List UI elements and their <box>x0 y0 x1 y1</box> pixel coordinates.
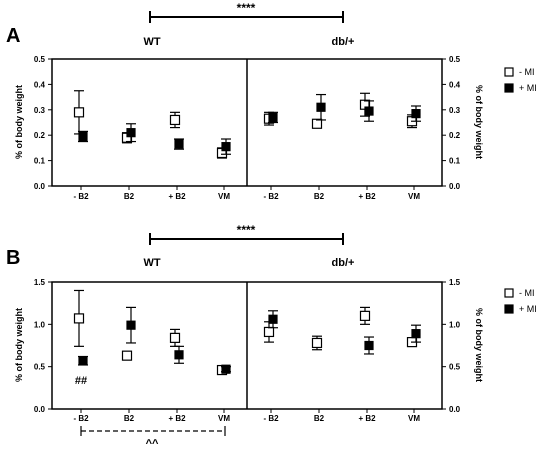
panel-b-point-plus-mi <box>78 356 88 366</box>
panel-b-point-minus-mi <box>73 313 85 324</box>
panel-b-letter: B <box>6 247 20 269</box>
panel-b-category-label: - B2 <box>73 414 89 423</box>
panel-b-category-label: B2 <box>124 414 135 423</box>
panel-a-category-label: VM <box>408 192 420 201</box>
panel-b-ytick-label-left: 1.0 <box>34 320 46 329</box>
panel-b-point-minus-mi <box>359 310 371 321</box>
panel-b-ytick-label-left: 1.5 <box>34 278 46 287</box>
panel-a-point-plus-mi <box>364 106 374 116</box>
panel-a-group-label-wt: WT <box>143 36 160 48</box>
panel-b-point-plus-mi <box>126 320 136 330</box>
panel-b-point-minus-mi <box>311 337 323 349</box>
panel-a-point-plus-mi <box>221 142 231 152</box>
panel-b-point-plus-mi <box>174 350 184 360</box>
panel-b-category-label: - B2 <box>263 414 279 423</box>
panel-a-ytick-label-right: 0.5 <box>449 55 461 64</box>
panel-a-point-plus-mi <box>174 139 184 149</box>
panel-b-ytick-label-left: 0.5 <box>34 363 46 372</box>
panel-a-legend-marker-minus-mi <box>504 67 514 77</box>
panel-b-point-plus-mi <box>268 314 278 324</box>
panel-a-ylabel-left: % of body weight <box>14 85 24 159</box>
panel-a-ytick-label-left: 0.0 <box>34 182 46 191</box>
panel-b-legend-marker-plus-mi <box>504 304 514 314</box>
panel-b-point-minus-mi <box>263 326 275 338</box>
panel-b-ylabel-left: % of body weight <box>14 308 24 382</box>
panel-b-point-minus-mi <box>169 332 181 343</box>
panel-b-ytick-label-right: 0.5 <box>449 363 461 372</box>
panel-a-ytick-label-left: 0.5 <box>34 55 46 64</box>
panel-a-point-plus-mi <box>268 112 278 123</box>
panel-b-point-plus-mi <box>364 340 374 351</box>
panel-a-category-label: + B2 <box>358 192 376 201</box>
panel-b-point-plus-mi <box>411 329 421 339</box>
panel-a-significance: **** <box>237 1 256 15</box>
panel-a-category-label: B2 <box>124 192 135 201</box>
panel-a-ylabel-right: % of body weight <box>474 85 484 159</box>
panel-b-ytick-label-right: 1.0 <box>449 320 461 329</box>
panel-a-point-minus-mi <box>311 118 323 129</box>
panel-b-ytick-label-left: 0.0 <box>34 405 46 414</box>
panel-a-group-label-dbplus: db/+ <box>332 36 355 48</box>
panel-b-point-plus-mi <box>221 364 231 374</box>
panel-b-ylabel-right: % of body weight <box>474 308 484 382</box>
panel-b-category-label: B2 <box>314 414 325 423</box>
panel-b-category-label: VM <box>218 414 230 423</box>
panel-a-ytick-label-left: 0.3 <box>34 106 46 115</box>
panel-b-category-label: + B2 <box>168 414 186 423</box>
panel-b-legend-label-minus-mi: - MI <box>519 288 535 298</box>
panel-a-letter: A <box>6 25 20 47</box>
panel-b-group-label-wt: WT <box>143 257 160 269</box>
panel-a-ytick-label-right: 0.3 <box>449 106 461 115</box>
panel-b-legend-label-plus-mi: + MI <box>519 304 537 314</box>
panel-a-legend-marker-plus-mi <box>504 83 514 93</box>
panel-a-category-label: B2 <box>314 192 325 201</box>
panel-a-ytick-label-right: 0.4 <box>449 80 461 89</box>
panel-a-ytick-label-right: 0.2 <box>449 131 461 140</box>
panel-a-point-plus-mi <box>126 128 136 138</box>
panel-a-ytick-label-left: 0.2 <box>34 131 46 140</box>
panel-b-ytick-label-right: 1.5 <box>449 278 461 287</box>
panel-a-category-label: VM <box>218 192 230 201</box>
panel-a-point-plus-mi <box>78 131 88 142</box>
panel-b-significance: **** <box>237 223 256 237</box>
panel-b-annotation-hash: ## <box>75 375 87 387</box>
panel-a-category-label: - B2 <box>263 192 279 201</box>
panel-a-legend-label-plus-mi: + MI <box>519 83 537 93</box>
panel-b-category-label: VM <box>408 414 420 423</box>
panel-a-point-plus-mi <box>411 109 421 119</box>
panel-a-category-label: + B2 <box>168 192 186 201</box>
panel-b-group-label-dbplus: db/+ <box>332 257 355 269</box>
panel-b-annotation-caret: ^^ <box>146 438 159 450</box>
panel-a-point-minus-mi <box>73 107 85 118</box>
panel-a-ytick-label-right: 0.0 <box>449 182 461 191</box>
panel-a-point-minus-mi <box>169 114 181 126</box>
panel-a-legend-label-minus-mi: - MI <box>519 67 535 77</box>
panel-b-point-minus-mi <box>121 350 133 361</box>
panel-b-legend-marker-minus-mi <box>504 288 514 298</box>
panel-a-point-plus-mi <box>316 102 326 112</box>
panel-b-category-label: + B2 <box>358 414 376 423</box>
panel-a-ytick-label-right: 0.1 <box>449 157 461 166</box>
panel-a-ytick-label-left: 0.1 <box>34 157 46 166</box>
panel-a-category-label: - B2 <box>73 192 89 201</box>
panel-b-ytick-label-right: 0.0 <box>449 405 461 414</box>
panel-a-ytick-label-left: 0.4 <box>34 80 46 89</box>
